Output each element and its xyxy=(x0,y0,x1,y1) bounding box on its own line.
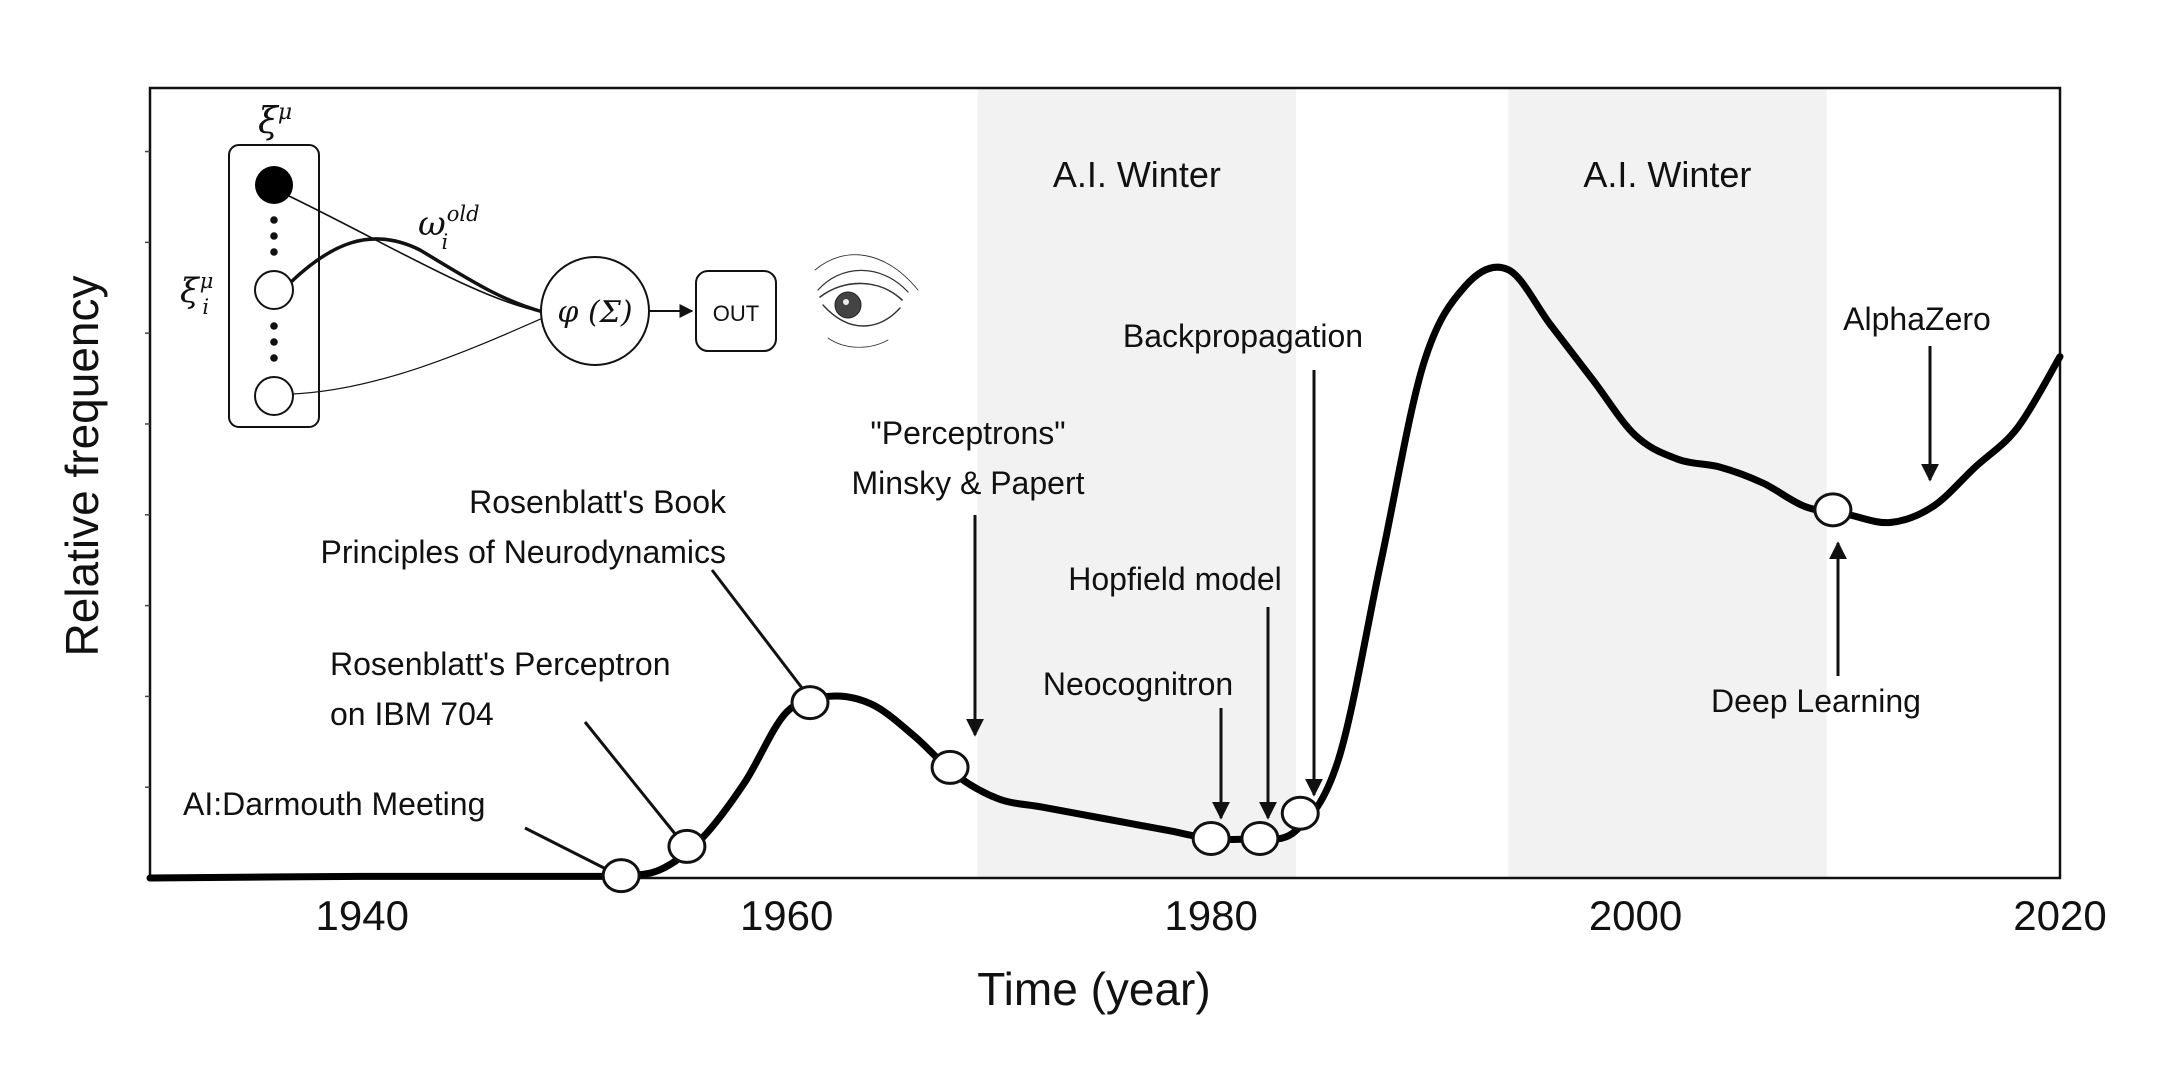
ellipsis-dots-upper xyxy=(270,216,278,256)
ellipsis-dots-lower xyxy=(270,322,278,362)
synapse-line-1 xyxy=(288,195,544,313)
x-tick-label: 2000 xyxy=(1589,892,1682,939)
ai-winter-region-2 xyxy=(1508,88,1827,878)
synapse-line-weighted xyxy=(289,237,544,314)
x-tick-label: 1980 xyxy=(1164,892,1257,939)
ai-winter-regions: A.I. Winter A.I. Winter xyxy=(977,88,1827,878)
input-node-active xyxy=(255,166,293,204)
output-label: OUT xyxy=(713,301,759,326)
event-marker-perceptron xyxy=(667,828,707,864)
event-marker-book xyxy=(790,685,830,721)
annotation-book: Rosenblatt's Book Principles of Neurodyna… xyxy=(321,484,830,721)
annotation-pointer xyxy=(710,569,804,689)
event-marker-deeplearning xyxy=(1813,492,1853,528)
annotation-perceptron: Rosenblatt's Perceptron on IBM 704 xyxy=(330,646,707,864)
x-tick-label: 2020 xyxy=(2013,892,2106,939)
eye-icon xyxy=(814,254,919,348)
input-node-i xyxy=(254,270,294,310)
annotation-pointer xyxy=(524,826,609,872)
annotation-backprop: Backpropagation xyxy=(1123,318,1363,831)
ai-winter-region-1 xyxy=(977,88,1296,878)
annotation-label-backprop: Backpropagation xyxy=(1123,318,1363,354)
annotation-label-book: Rosenblatt's Book Principles of Neurodyna… xyxy=(321,484,728,570)
annotation-label-neocognitron: Neocognitron xyxy=(1043,666,1233,702)
event-marker-minsky xyxy=(930,749,970,785)
output-box xyxy=(695,270,777,352)
annotation-alphazero: AlphaZero xyxy=(1843,301,1991,482)
annotation-label-deeplearning: Deep Learning xyxy=(1711,683,1921,719)
annotation-neocognitron: Neocognitron xyxy=(1043,666,1233,856)
x-tick-label: 1960 xyxy=(740,892,833,939)
perceptron-diagram: ξμ ξμ i ωold i φ (Σ) OUT xyxy=(180,100,919,428)
xi-mu-label: ξμ xyxy=(258,100,292,142)
activation-label: φ (Σ) xyxy=(557,295,632,330)
plot-frame xyxy=(148,86,2062,880)
annotation-label-alphazero: AlphaZero xyxy=(1843,301,1991,337)
annotation-pointer xyxy=(583,721,682,841)
annotation-darmouth: AI:Darmouth Meeting xyxy=(183,786,641,894)
annotation-label-perceptron: Rosenblatt's Perceptron on IBM 704 xyxy=(330,646,671,732)
y-axis-ticks xyxy=(145,150,150,788)
annotation-minsky: "Perceptrons" Minsky & Papert xyxy=(852,415,1085,785)
event-marker-hopfield xyxy=(1240,821,1280,856)
synapse-line-3 xyxy=(291,317,544,395)
event-marker-backprop xyxy=(1280,795,1320,831)
x-tick-label: 1940 xyxy=(316,892,409,939)
ai-winter-label-2: A.I. Winter xyxy=(1583,154,1751,195)
annotations: AI:Darmouth Meeting Rosenblatt's Perceptr… xyxy=(183,301,1991,894)
annotation-hopfield: Hopfield model xyxy=(1068,561,1282,856)
input-box xyxy=(228,144,320,428)
x-axis-ticks: 1940 1960 1980 2000 2020 xyxy=(316,892,2107,939)
ai-winter-label-1: A.I. Winter xyxy=(1053,154,1221,195)
annotation-label-hopfield: Hopfield model xyxy=(1068,561,1281,597)
xi-i-label: ξμ i xyxy=(180,269,213,319)
omega-label: ωold i xyxy=(418,202,480,254)
annotation-label-minsky: "Perceptrons" Minsky & Papert xyxy=(852,415,1085,501)
x-axis-label: Time (year) xyxy=(977,963,1210,1015)
annotation-deeplearning: Deep Learning xyxy=(1711,492,1921,719)
annotation-label-darmouth: AI:Darmouth Meeting xyxy=(183,786,485,822)
input-node-last xyxy=(254,376,294,416)
event-marker-neocognitron xyxy=(1191,821,1231,856)
event-marker-darmouth xyxy=(601,858,641,894)
series-line xyxy=(146,263,2064,882)
y-axis-label: Relative frequency xyxy=(56,276,108,657)
